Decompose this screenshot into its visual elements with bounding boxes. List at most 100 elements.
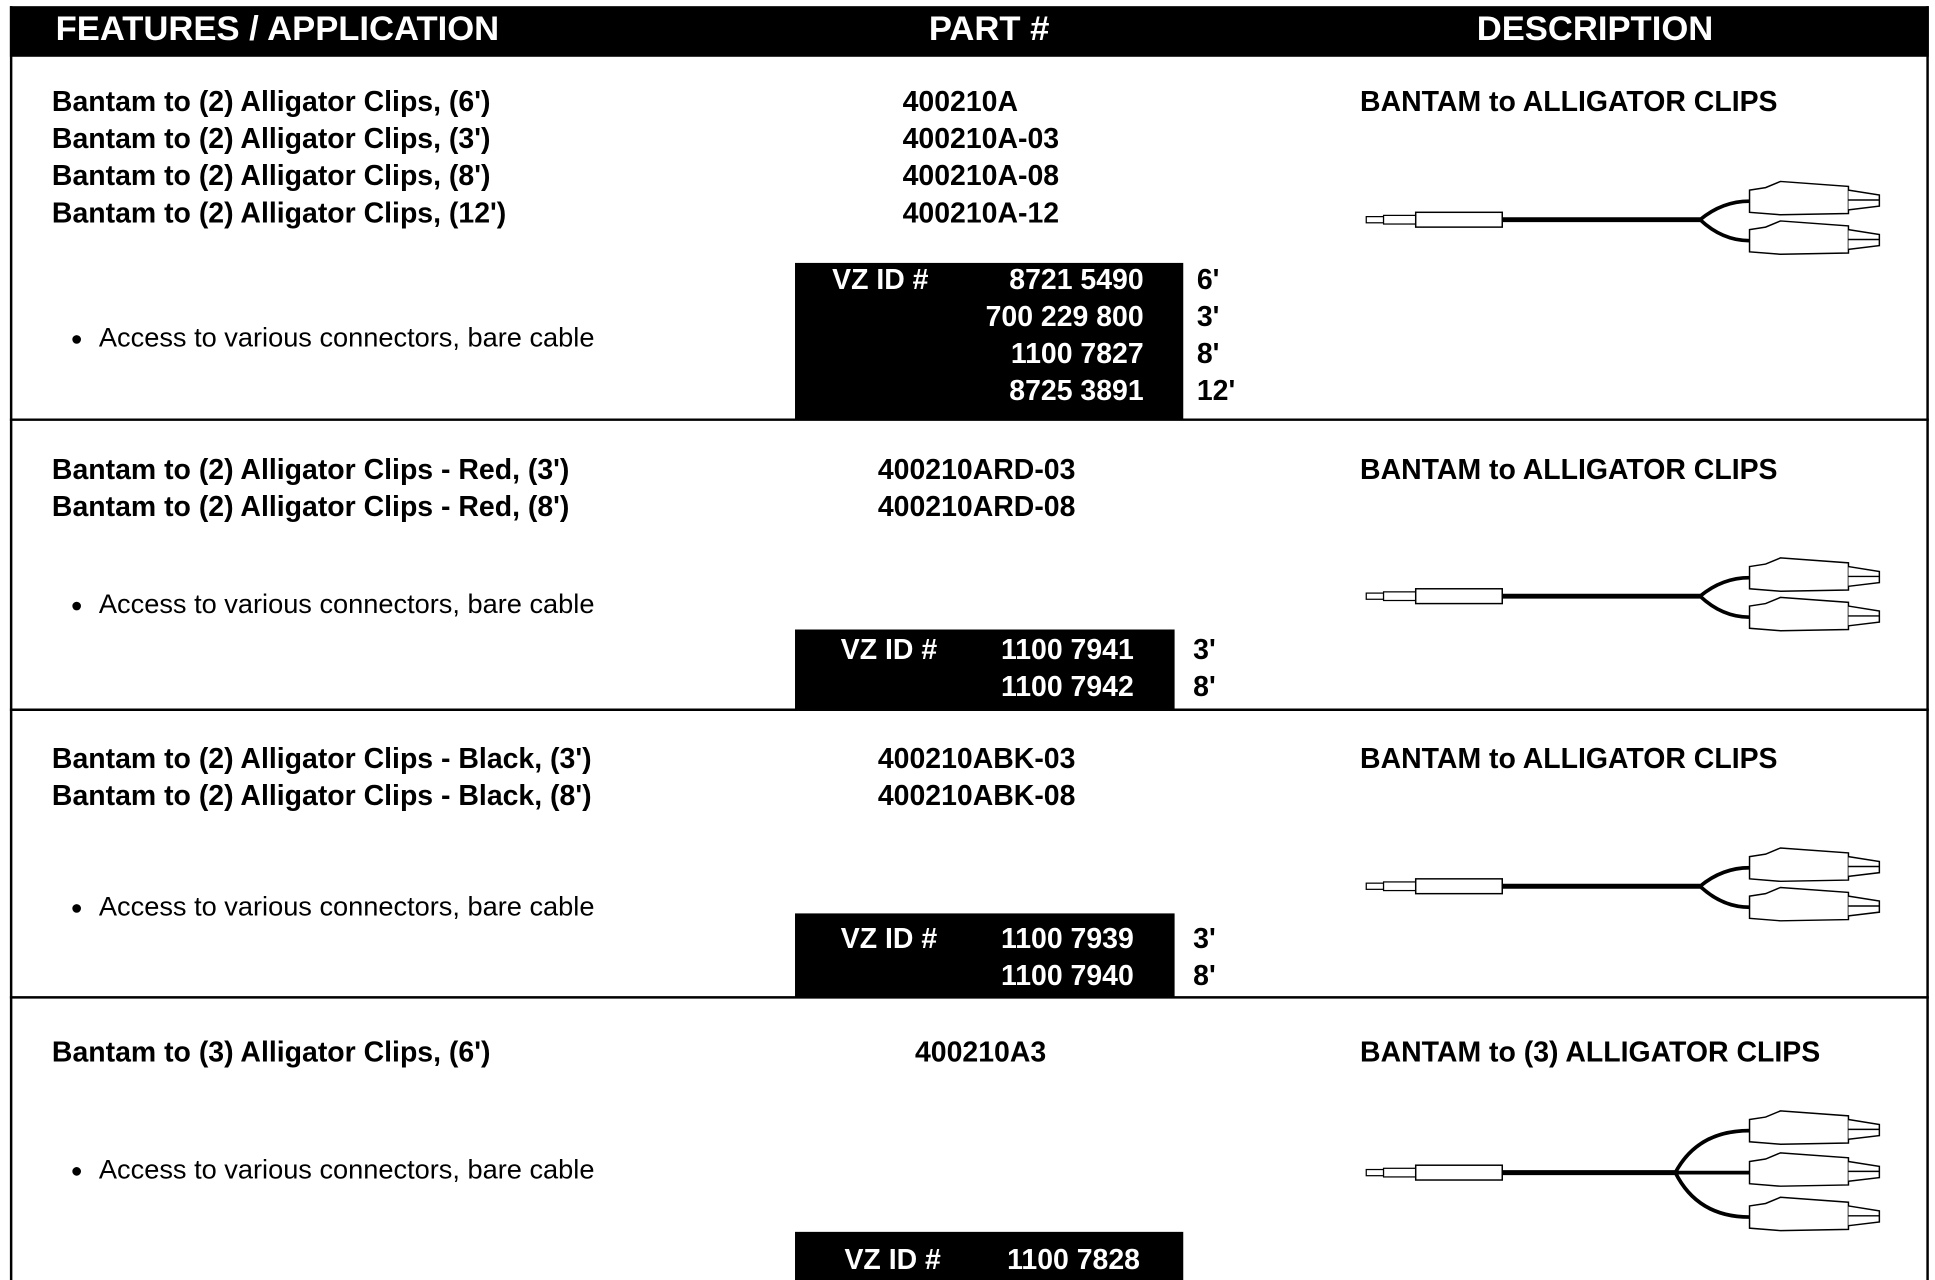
plug-tip [1365,882,1385,890]
cable-length: 8' [1197,338,1220,370]
feature-name: Bantam to (2) Alligator Clips - Black, (… [52,743,592,775]
feature-name: Bantam to (2) Alligator Clips - Black, (… [52,780,592,812]
alligator-clip [1748,1152,1850,1187]
plug-body [1414,211,1503,228]
bullet-dot [72,601,81,611]
feature-name: Bantam to (3) Alligator Clips, (6') [52,1037,491,1069]
vz-id: 1100 7941 [1001,634,1134,666]
plug-neck [1382,591,1417,602]
cable-length: 8' [1193,671,1216,703]
plug-tip [1365,1168,1385,1177]
bullet-dot [72,904,81,913]
part-number: 400210ABK-03 [878,743,1076,775]
cable-branch [1698,865,1750,888]
vz-id-box [795,1231,1184,1280]
part-number: 400210ARD-03 [878,454,1076,486]
alligator-clip [1748,847,1850,883]
cable-illustration [1365,557,1881,632]
header-features: FEATURES / APPLICATION [56,10,500,48]
cable-branch [1698,884,1750,910]
vz-id-label: VZ ID # [841,923,938,955]
clip-jaw [1848,189,1881,211]
header-description: DESCRIPTION [1477,10,1714,48]
plug-body [1414,878,1503,895]
part-number: 400210A3 [915,1037,1046,1069]
feature-name: Bantam to (2) Alligator Clips, (3') [52,123,491,155]
clip-jaw [1848,855,1881,878]
bullet-text: Access to various connectors, bare cable [99,1154,595,1185]
cable-length: 6' [1197,264,1220,296]
feature-name: Bantam to (2) Alligator Clips - Red, (3'… [52,454,569,486]
part-number: 400210A-12 [903,197,1059,229]
part-number: 400210A-03 [903,123,1059,155]
vz-id: 1100 7828 [1007,1244,1140,1276]
plug-body [1414,1164,1503,1181]
cable-length: 12' [1197,375,1235,407]
alligator-clip [1748,220,1850,256]
cable-length: 3' [1197,301,1220,333]
part-number: 400210ARD-08 [878,491,1076,523]
description: BANTAM to ALLIGATOR CLIPS [1360,86,1777,118]
cable-illustration [1365,847,1881,922]
alligator-clip [1748,596,1850,632]
alligator-clip [1748,1196,1850,1232]
feature-name: Bantam to (2) Alligator Clips, (12') [52,197,506,229]
description: BANTAM to (3) ALLIGATOR CLIPS [1360,1037,1820,1069]
alligator-clip [1748,886,1850,922]
vz-id: 8721 5490 [1009,264,1143,296]
vz-id: 1100 7827 [1011,338,1144,370]
clip-jaw [1848,1205,1881,1227]
description: BANTAM to ALLIGATOR CLIPS [1360,454,1777,486]
vz-id-label: VZ ID # [841,634,938,666]
cable-illustration [1365,180,1881,256]
bullet-text: Access to various connectors, bare cable [99,322,595,353]
vz-id: 1100 7940 [1001,960,1134,992]
feature-name: Bantam to (2) Alligator Clips, (6') [52,86,491,118]
alligator-clip [1748,180,1850,216]
description: BANTAM to ALLIGATOR CLIPS [1360,743,1777,775]
header-bar [9,6,1929,57]
vz-id-box [795,913,1175,998]
plug-neck [1382,214,1417,225]
vz-id: 8725 3891 [1009,375,1143,407]
cable-branch [1698,218,1750,243]
bullet-dot [72,1167,81,1176]
plug-tip [1365,216,1385,224]
cable-branch [1698,575,1750,598]
cable-length: 3' [1193,634,1216,666]
plug-body [1414,588,1503,605]
bullet-text: Access to various connectors, bare cable [99,891,595,922]
clip-jaw [1848,1118,1881,1141]
vz-id: 1100 7939 [1001,923,1134,955]
vz-id: 1100 7942 [1001,671,1134,703]
clip-jaw [1848,895,1881,917]
vz-id-label: VZ ID # [832,264,929,296]
cable-branch [1698,199,1750,222]
plug-tip [1365,592,1385,600]
alligator-clip [1748,1110,1850,1145]
plug-neck [1382,881,1417,892]
part-number: 400210A-08 [903,160,1059,192]
cable-branch [1673,1128,1750,1174]
clip-jaw [1848,1160,1881,1182]
cable-length: 8' [1193,960,1216,992]
vz-id-box [795,262,1184,420]
clip-jaw [1848,605,1881,627]
header-part: PART # [929,10,1050,48]
clip-jaw [1848,228,1881,251]
plug-neck [1382,1167,1417,1178]
part-number: 400210A [903,86,1018,118]
cable-length: 3' [1193,923,1216,955]
vz-id-box [795,629,1175,710]
cable-branch [1673,1171,1750,1219]
clip-jaw [1848,565,1881,588]
bullet-dot [72,335,81,344]
bullet-text: Access to various connectors, bare cable [99,588,595,619]
alligator-clip [1748,557,1850,592]
cable-illustration [1365,1110,1881,1232]
vz-id: 700 229 800 [986,301,1144,333]
feature-name: Bantam to (2) Alligator Clips - Red, (8'… [52,491,569,523]
vz-id-label: VZ ID # [844,1244,941,1276]
